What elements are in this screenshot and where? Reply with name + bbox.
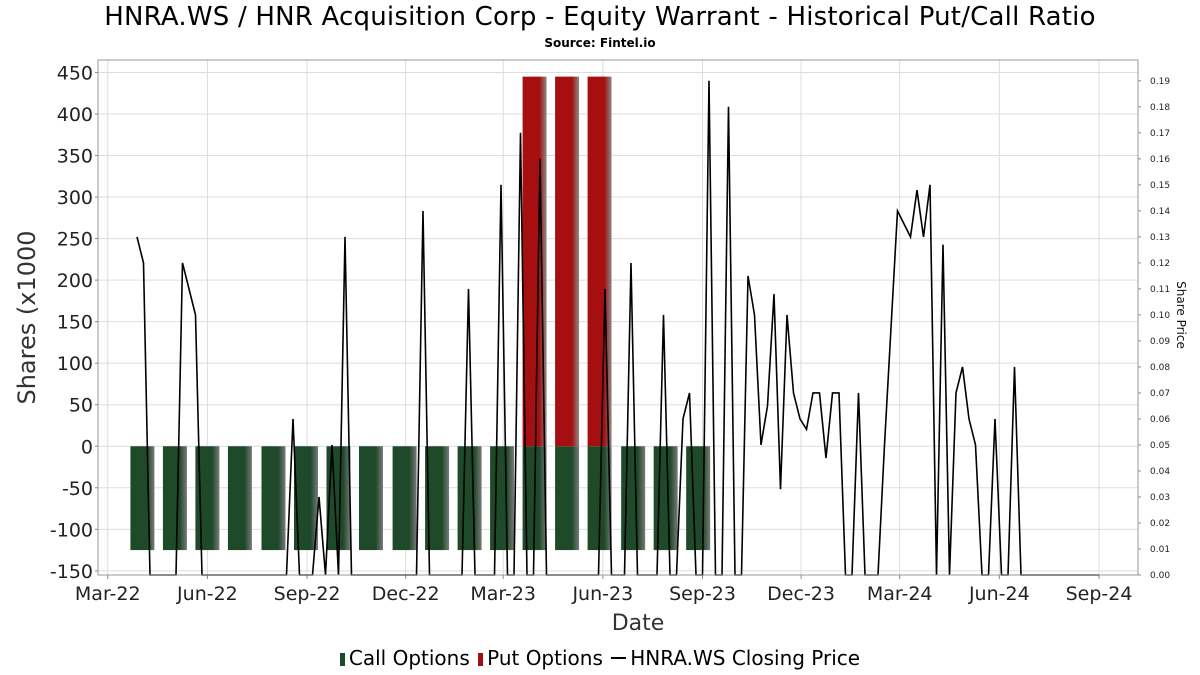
x-tick-label: Jun-23	[571, 583, 633, 605]
call-bar	[686, 446, 711, 551]
call-swatch	[339, 653, 345, 666]
call-bar	[130, 446, 155, 551]
call-bar	[162, 446, 187, 551]
y-tick-label: 300	[57, 187, 93, 209]
legend-item-call: Call Options	[339, 646, 470, 670]
y2-tick-label: 0.08	[1150, 363, 1170, 373]
y2-tick-label: 0.05	[1150, 441, 1170, 451]
y2-tick-label: 0.12	[1150, 259, 1170, 269]
legend-item-price: HNRA.WS Closing Price	[611, 646, 860, 670]
chart-subtitle: Source: Fintel.io	[544, 36, 656, 50]
y2-tick-label: 0.15	[1150, 181, 1170, 191]
y-tick-label: -150	[50, 561, 93, 583]
y-tick-label: -100	[50, 519, 93, 541]
put-swatch	[478, 653, 484, 666]
price-line-swatch	[611, 657, 627, 659]
chart-title: HNRA.WS / HNR Acquisition Corp - Equity …	[104, 2, 1096, 32]
y-tick-label: 350	[57, 146, 93, 168]
y2-tick-label: 0.09	[1150, 337, 1170, 347]
y2-tick-label: 0.02	[1150, 519, 1170, 529]
y-tick-label: 100	[57, 353, 93, 375]
x-tick-label: Sep-22	[274, 583, 341, 605]
y2-axis-label: Share Price	[1174, 281, 1188, 349]
x-tick-label: Dec-22	[372, 583, 440, 605]
y-tick-label: 200	[57, 270, 93, 292]
x-tick-label: Mar-23	[470, 583, 536, 605]
y2-tick-label: 0.10	[1150, 311, 1170, 321]
y-tick-label: 250	[57, 229, 93, 251]
y2-tick-label: 0.19	[1150, 77, 1170, 87]
y-axis-label: Shares (x1000	[13, 230, 41, 404]
y-tick-label: 450	[57, 62, 93, 84]
x-tick-label: Jun-22	[176, 583, 238, 605]
y2-tick-label: 0.16	[1150, 155, 1170, 165]
y2-tick-label: 0.17	[1150, 129, 1170, 139]
plot-area	[98, 60, 1138, 575]
call-bar	[490, 446, 515, 551]
y2-tick-label: 0.04	[1150, 467, 1170, 477]
x-tick-label: Mar-24	[867, 583, 933, 605]
put-bar	[555, 76, 580, 447]
y-tick-label: 0	[81, 436, 93, 458]
legend-put-label: Put Options	[487, 646, 603, 670]
y-tick-label: 50	[69, 395, 93, 417]
y2-tick-label: 0.11	[1150, 285, 1170, 295]
x-tick-label: Dec-23	[767, 583, 835, 605]
call-bar	[457, 446, 482, 551]
y2-tick-label: 0.07	[1150, 389, 1170, 399]
legend-call-label: Call Options	[348, 646, 470, 670]
call-bar	[227, 446, 252, 551]
x-tick-label: Jun-24	[968, 583, 1030, 605]
call-bar	[392, 446, 417, 551]
put-bar	[522, 76, 547, 447]
y2-tick-label: 0.14	[1150, 207, 1170, 217]
legend-item-put: Put Options	[478, 646, 603, 670]
call-bar	[555, 446, 580, 551]
legend: Call Options Put Options HNRA.WS Closing…	[0, 646, 1200, 670]
y2-tick-label: 0.06	[1150, 415, 1170, 425]
x-tick-label: Sep-24	[1066, 583, 1133, 605]
call-bar	[261, 446, 286, 551]
x-axis-label: Date	[612, 611, 665, 636]
y-tick-label: 150	[57, 312, 93, 334]
legend-price-label: HNRA.WS Closing Price	[630, 646, 861, 670]
plot-frame	[97, 59, 1139, 576]
x-tick-label: Mar-22	[75, 583, 141, 605]
y-tick-label: -50	[62, 478, 93, 500]
x-tick-label: Sep-23	[669, 583, 736, 605]
y2-tick-label: 0.01	[1150, 545, 1170, 555]
call-bar	[359, 446, 383, 551]
y2-tick-label: 0.00	[1150, 571, 1170, 581]
y2-tick-label: 0.03	[1150, 493, 1170, 503]
y2-tick-label: 0.13	[1150, 233, 1170, 243]
y2-tick-label: 0.18	[1150, 103, 1170, 113]
y-tick-label: 400	[57, 104, 93, 126]
